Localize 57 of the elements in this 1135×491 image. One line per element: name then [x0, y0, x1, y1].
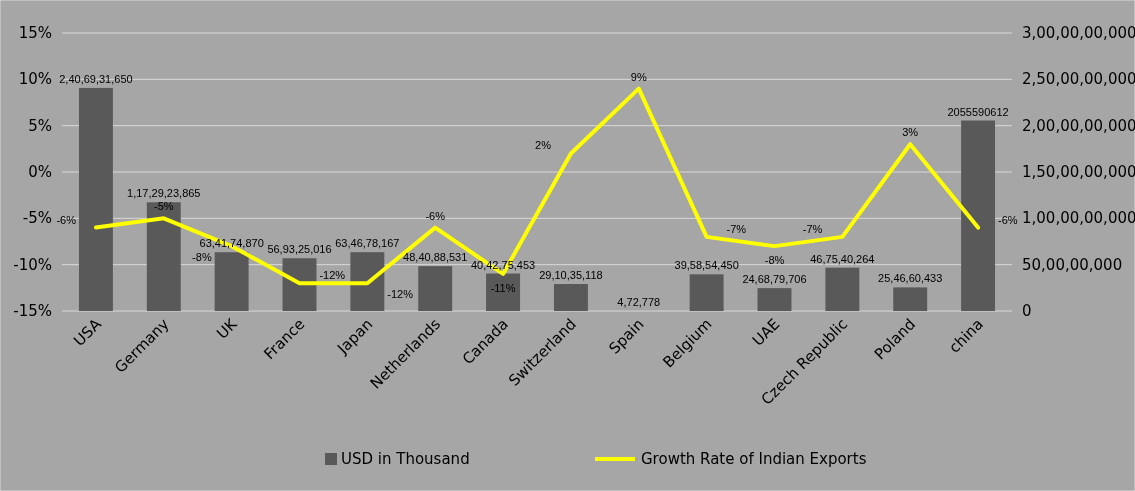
y2-tick-label: 1,00,00,00,000 — [1022, 209, 1135, 228]
data-label: -7% — [802, 222, 823, 235]
data-label: 1,17,29,23,865 — [127, 187, 201, 200]
bar — [689, 274, 724, 311]
data-label: -6% — [425, 209, 446, 222]
bar — [78, 87, 113, 311]
data-label: 48,40,88,531 — [403, 251, 468, 264]
data-label: 46,75,40,264 — [810, 252, 875, 265]
y-tick-label: 5% — [28, 116, 52, 135]
data-label: -6% — [56, 213, 77, 226]
data-label: 9% — [630, 70, 647, 83]
data-label: -11% — [490, 281, 516, 294]
bar — [486, 273, 521, 311]
bar — [350, 252, 385, 311]
x-tick-label: USA — [70, 314, 106, 350]
data-label: 3% — [902, 126, 919, 139]
data-label: -6% — [998, 213, 1018, 226]
legend-label: Growth Rate of Indian Exports — [641, 450, 867, 468]
y2-tick-label: 0 — [1022, 302, 1032, 320]
y-tick-label: 10% — [18, 70, 52, 89]
data-label: -8% — [192, 251, 212, 264]
data-label: 24,68,79,706 — [742, 273, 807, 286]
bar — [214, 252, 249, 311]
data-label: 4,72,778 — [617, 295, 661, 308]
data-label: 39,58,54,450 — [674, 259, 739, 272]
data-label: -12% — [387, 288, 414, 301]
data-label: 63,46,78,167 — [335, 237, 400, 250]
x-tick-label: UK — [213, 314, 242, 343]
data-label: -7% — [726, 222, 747, 235]
y-tick-label: -15% — [13, 302, 52, 320]
y-tick-label: 0% — [28, 163, 52, 181]
y-tick-label: 15% — [18, 24, 52, 42]
bar — [757, 288, 792, 311]
data-label: -12% — [319, 269, 346, 282]
data-label: 2,40,69,31,650 — [59, 72, 133, 85]
bar — [418, 266, 453, 311]
legend-label: USD in Thousand — [341, 450, 470, 468]
data-label: 56,93,25,016 — [267, 243, 332, 256]
y2-tick-label: 1,50,00,00,000 — [1022, 163, 1135, 181]
y2-tick-label: 50,00,00,000 — [1022, 255, 1123, 274]
data-label: 25,46,60,433 — [878, 272, 943, 285]
data-label: 29,10,35,118 — [539, 269, 603, 282]
data-label: 2055590612 — [947, 105, 1009, 118]
y2-tick-label: 3,00,00,00,000 — [1022, 24, 1135, 42]
bar — [282, 258, 317, 311]
y-tick-label: -10% — [13, 255, 52, 274]
y2-tick-label: 2,50,00,00,000 — [1022, 70, 1135, 89]
y-tick-label: -5% — [22, 209, 52, 228]
bar — [146, 202, 181, 311]
data-label: -8% — [764, 254, 785, 267]
data-label: 2% — [535, 139, 552, 152]
bar — [961, 120, 996, 311]
data-label: -5% — [154, 200, 174, 213]
bar — [825, 267, 860, 311]
y2-tick-label: 2,00,00,00,000 — [1022, 116, 1135, 135]
bar — [893, 287, 928, 311]
bar — [553, 284, 588, 311]
